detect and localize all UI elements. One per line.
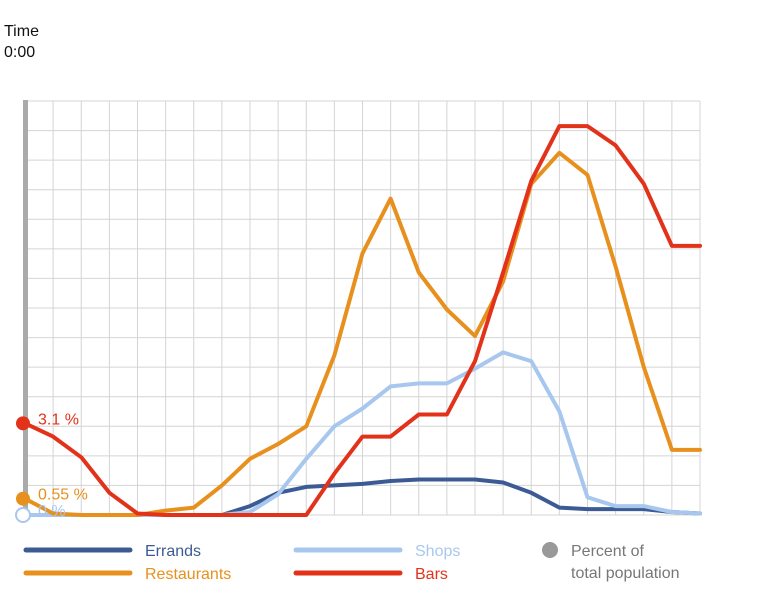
start-label-shops: 0 % xyxy=(38,503,66,520)
legend-label-restaurants: Restaurants xyxy=(145,566,231,583)
legend-label-errands: Errands xyxy=(145,543,201,560)
start-markers: 3.1 % 0.55 %0 % xyxy=(15,411,88,523)
series-lines xyxy=(23,124,702,517)
legend-percent-dot xyxy=(542,542,558,558)
legend-dot-label-line1: Percent of xyxy=(571,543,644,560)
start-label-restaurants: 0.55 % xyxy=(38,487,88,504)
chart-grid xyxy=(24,100,701,516)
time-slider-track[interactable] xyxy=(23,100,28,516)
start-marker-shops xyxy=(15,507,31,523)
legend-label-bars: Bars xyxy=(415,566,448,583)
legend-label-shops: Shops xyxy=(415,543,460,560)
start-label-bars: 3.1 % xyxy=(38,411,79,428)
time-title: Time xyxy=(4,23,39,40)
legend: Errands Shops Restaurants Bars Percent o… xyxy=(23,542,680,583)
start-marker-restaurants xyxy=(16,491,30,506)
series-line-bars xyxy=(23,124,702,517)
legend-dot-label-line2: total population xyxy=(571,565,680,582)
time-value: 0:00 xyxy=(4,44,35,61)
start-marker-bars xyxy=(16,416,30,431)
